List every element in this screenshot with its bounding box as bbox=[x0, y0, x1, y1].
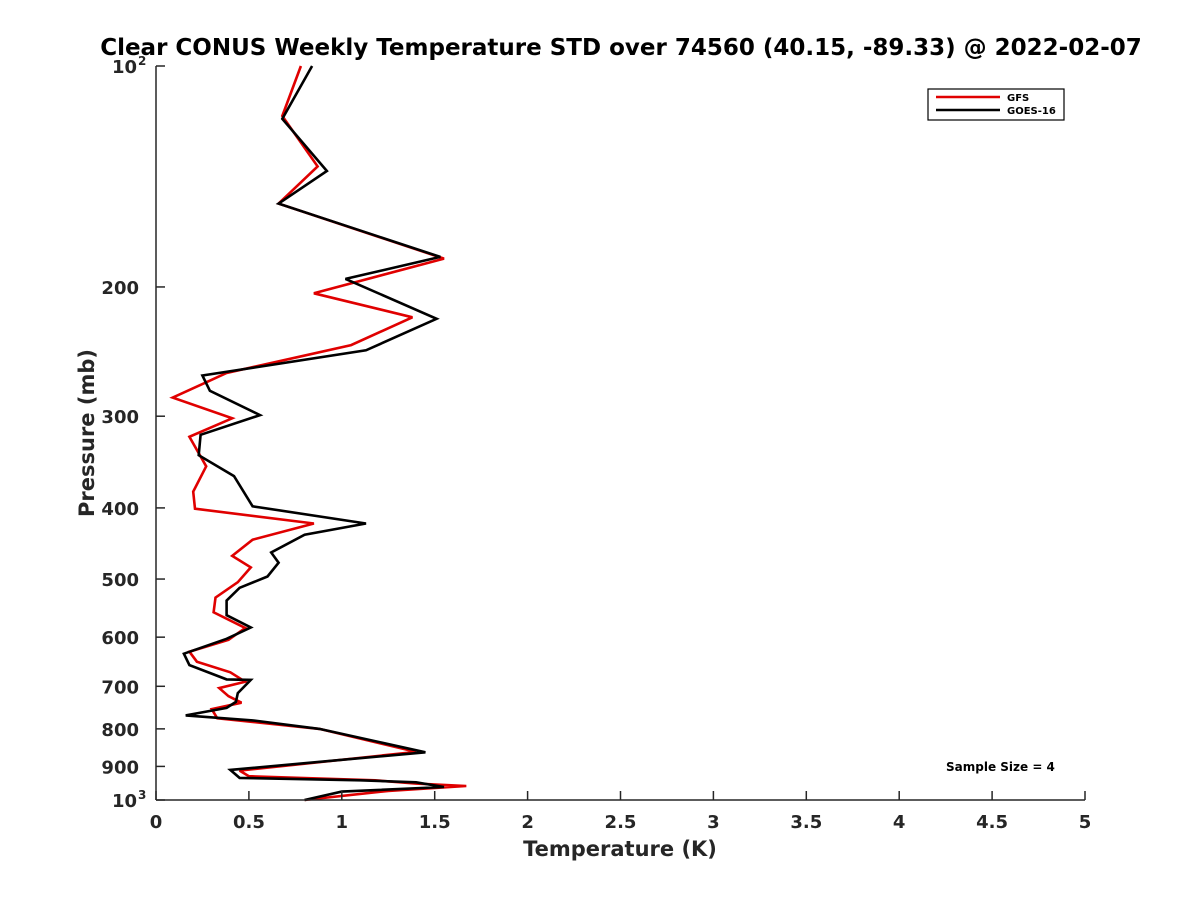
x-tick-label: 1.5 bbox=[419, 812, 451, 833]
y-axis-label: Pressure (mb) bbox=[75, 349, 99, 517]
series-layer bbox=[169, 65, 467, 802]
x-tick-label: 4.5 bbox=[976, 812, 1008, 833]
y-tick-label: 10 bbox=[112, 57, 137, 78]
sample-size-annotation: Sample Size = 4 bbox=[946, 760, 1055, 774]
x-tick-label: 2.5 bbox=[605, 812, 637, 833]
y-tick-label: 400 bbox=[101, 499, 139, 520]
y-tick-label: 900 bbox=[101, 757, 139, 778]
x-tick-label: 4 bbox=[893, 812, 906, 833]
x-axis-ticks: 0 0.5 1 1.5 2 2.5 3 3.5 4 4.5 5 bbox=[150, 791, 1092, 833]
y-tick-label: 300 bbox=[101, 407, 139, 428]
series-line-goes-16 bbox=[182, 65, 445, 802]
y-tick-label: 500 bbox=[101, 570, 139, 591]
x-tick-label: 1 bbox=[336, 812, 349, 833]
legend-box bbox=[927, 88, 1065, 121]
x-tick-label: 3 bbox=[707, 812, 720, 833]
x-tick-label: 5 bbox=[1079, 812, 1092, 833]
legend-label-goes16: GOES-16 bbox=[1007, 106, 1056, 117]
y-tick-label: 200 bbox=[101, 278, 139, 299]
x-axis-label: Temperature (K) bbox=[523, 837, 717, 861]
x-tick-label: 3.5 bbox=[790, 812, 822, 833]
y-tick-label: 700 bbox=[101, 677, 139, 698]
y-tick-label: 600 bbox=[101, 628, 139, 649]
y-tick-exponent: 2 bbox=[138, 54, 146, 68]
x-tick-label: 2 bbox=[521, 812, 534, 833]
y-tick-label: 800 bbox=[101, 720, 139, 741]
plot-area: 0 0.5 1 1.5 2 2.5 3 3.5 4 4.5 5 10 2200300400500600… bbox=[101, 54, 1091, 833]
legend-label-gfs: GFS bbox=[1007, 93, 1029, 104]
y-tick-label: 10 bbox=[112, 791, 137, 812]
y-tick-exponent: 3 bbox=[138, 788, 146, 802]
legend: GFS GOES-16 bbox=[927, 88, 1065, 121]
chart-title: Clear CONUS Weekly Temperature STD over … bbox=[100, 35, 1142, 61]
plot-background bbox=[156, 66, 1085, 800]
x-tick-label: 0.5 bbox=[233, 812, 265, 833]
x-tick-label: 0 bbox=[150, 812, 163, 833]
